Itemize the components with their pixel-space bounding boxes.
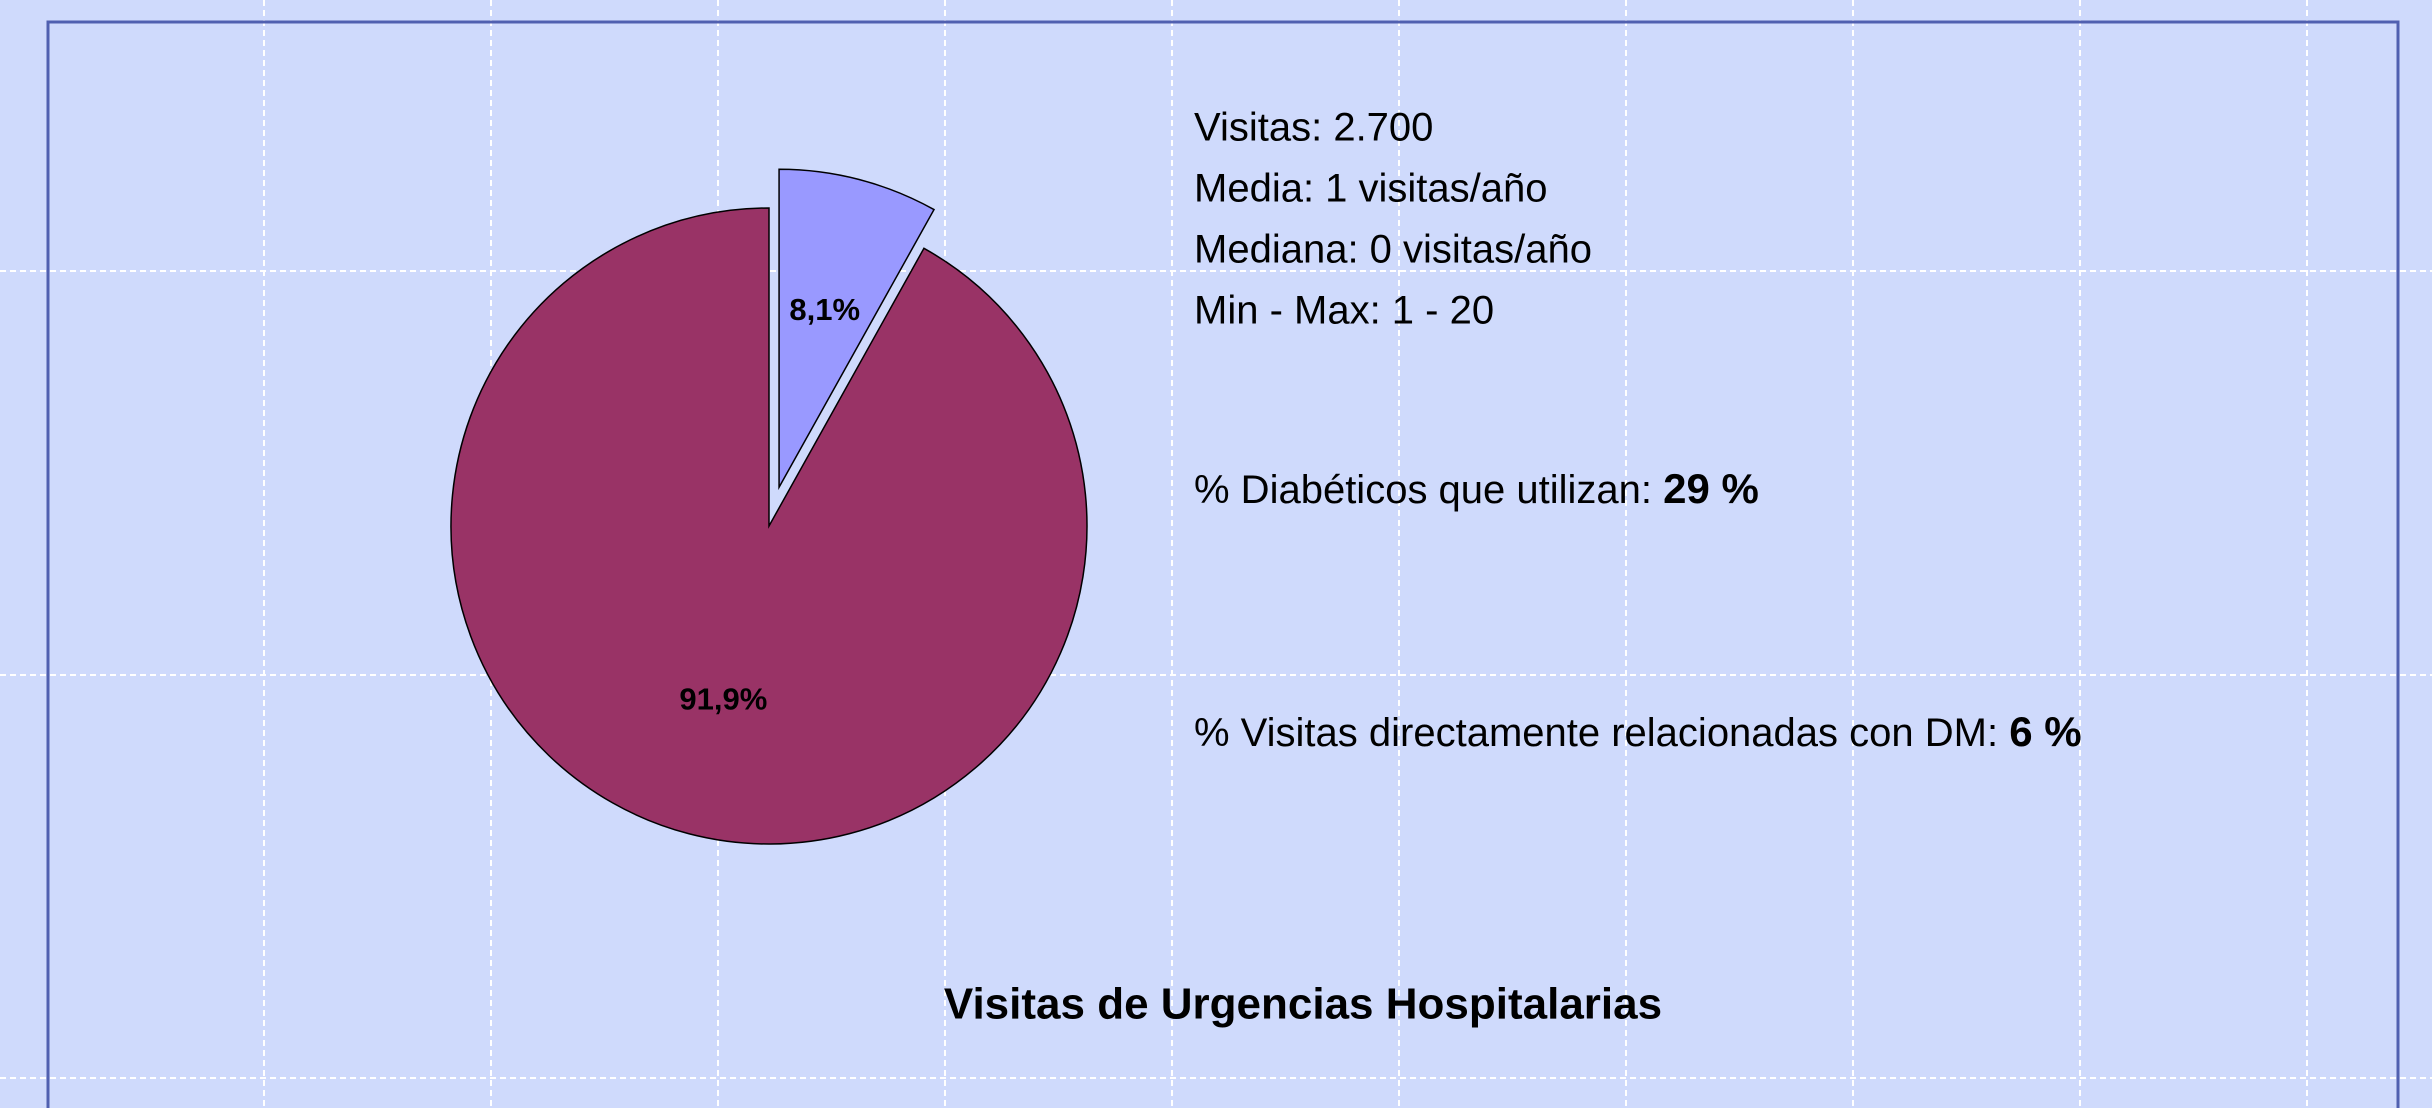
annotation: % Diabéticos que utilizan: 29 % <box>1194 465 1759 512</box>
frame <box>46 20 2400 1108</box>
annotation: Mediana: 0 visitas/año <box>1194 228 1592 272</box>
annotation-text: % Visitas directamente relacionadas con … <box>1194 711 1998 755</box>
annotation: % Visitas directamente relacionadas con … <box>1194 708 2082 755</box>
chart-title: Visitas de Urgencias Hospitalarias <box>944 980 1662 1029</box>
pie-slice <box>450 207 1088 845</box>
annotation-emphasis: 6 % <box>2009 708 2081 755</box>
annotation-emphasis: 29 % <box>1663 465 1759 512</box>
annotation: Min - Max: 1 - 20 <box>1194 289 1494 333</box>
pie-slice <box>778 168 936 491</box>
data-label: 91,9% <box>679 682 767 717</box>
annotation: Media: 1 visitas/año <box>1194 167 1548 211</box>
annotation: Visitas: 2.700 <box>1194 106 1433 150</box>
data-label: 8,1% <box>789 292 860 327</box>
annotation-text: % Diabéticos que utilizan: <box>1194 468 1652 512</box>
